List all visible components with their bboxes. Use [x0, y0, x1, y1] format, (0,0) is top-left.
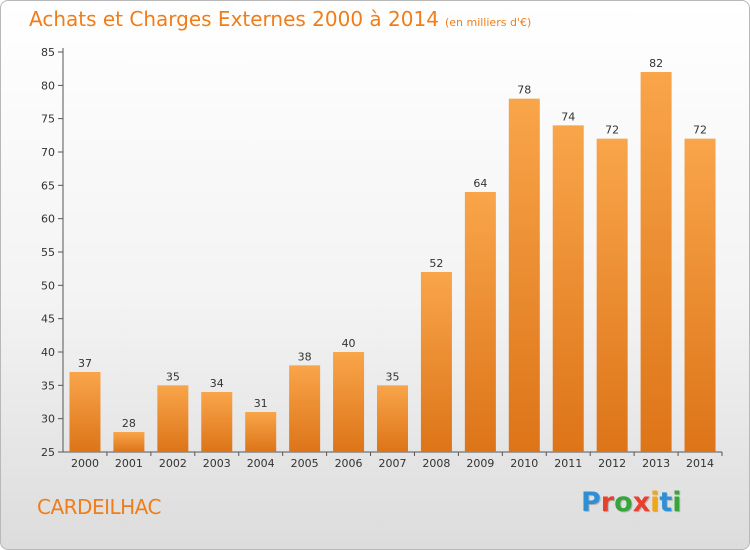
data-label-2009: 64	[473, 177, 487, 190]
x-tick-label-2013: 2013	[642, 457, 670, 470]
x-tick-label-2010: 2010	[510, 457, 538, 470]
x-tick-label-2007: 2007	[379, 457, 407, 470]
y-tick-label: 40	[41, 346, 55, 359]
data-label-2006: 40	[342, 337, 356, 350]
bar-2012	[596, 138, 628, 452]
x-tick-label-2005: 2005	[291, 457, 319, 470]
y-tick-label: 45	[41, 313, 55, 326]
x-tick-label-2014: 2014	[686, 457, 714, 470]
y-tick-label: 65	[41, 179, 55, 192]
bar-2003	[201, 392, 233, 452]
axes: 25 30 35 40 45 50 55 60 65 70 75 80 85	[41, 46, 723, 459]
bars-group	[69, 72, 716, 453]
y-tick-label: 75	[41, 113, 55, 126]
logo-letter: x	[632, 487, 651, 518]
y-tick-label: 80	[41, 79, 55, 92]
chart-title: Achats et Charges Externes 2000 à 2014 (e…	[29, 7, 531, 31]
data-label-2000: 37	[78, 357, 92, 370]
logo-letter: i	[672, 487, 682, 518]
data-label-2002: 35	[166, 370, 180, 383]
proxiti-logo: Proxiti	[581, 487, 682, 518]
y-tick-label: 35	[41, 379, 55, 392]
data-label-2005: 38	[298, 350, 312, 363]
y-tick-label: 55	[41, 246, 55, 259]
data-label-2004: 31	[254, 397, 268, 410]
data-label-2013: 82	[649, 57, 663, 70]
x-tick-label-2002: 2002	[159, 457, 187, 470]
y-tick-label: 30	[41, 413, 55, 426]
bar-2001	[113, 432, 145, 452]
data-label-2011: 74	[561, 110, 575, 123]
y-tick-label: 60	[41, 213, 55, 226]
y-tick-label: 50	[41, 279, 55, 292]
data-label-2010: 78	[517, 84, 531, 97]
x-tick-label-2004: 2004	[247, 457, 275, 470]
bar-2004	[245, 412, 277, 452]
x-tick-label-2003: 2003	[203, 457, 231, 470]
bar-2009	[464, 192, 496, 452]
bar-2005	[289, 365, 321, 452]
x-tick-label-2006: 2006	[335, 457, 363, 470]
bar-2002	[157, 385, 189, 452]
bar-2007	[377, 385, 408, 452]
bar-2011	[552, 125, 584, 452]
data-label-2014: 72	[693, 124, 707, 137]
bar-2010	[508, 98, 540, 453]
data-label-2012: 72	[605, 124, 619, 137]
x-tick-label-2001: 2001	[115, 457, 143, 470]
bar-2000	[69, 372, 101, 452]
logo-letter: t	[659, 487, 673, 518]
logo-letter: o	[614, 487, 633, 518]
bar-2014	[684, 138, 716, 452]
x-tick-label-2012: 2012	[598, 457, 626, 470]
bar-2013	[640, 72, 672, 452]
logo-letter: r	[600, 487, 615, 518]
y-tick-label: 70	[41, 146, 55, 159]
bar-2006	[333, 352, 365, 452]
y-tick-label: 85	[41, 46, 55, 59]
chart-title-text: Achats et Charges Externes 2000 à 2014	[29, 7, 439, 31]
labels-group: 37 2000 28 2001 35 2002 34 2003 31 2004 38 2005 40 20…	[71, 57, 714, 470]
logo-letter: P	[581, 487, 601, 518]
x-tick-label-2008: 2008	[422, 457, 450, 470]
city-name: CARDEILHAC	[37, 495, 161, 519]
x-tick-label-2000: 2000	[71, 457, 99, 470]
bar-2008	[420, 272, 452, 452]
y-tick-label: 25	[41, 446, 55, 459]
logo-letter: i	[650, 487, 660, 518]
data-label-2001: 28	[122, 417, 136, 430]
x-tick-label-2009: 2009	[466, 457, 494, 470]
data-label-2003: 34	[210, 377, 224, 390]
data-label-2007: 35	[386, 370, 400, 383]
x-tick-label-2011: 2011	[554, 457, 582, 470]
data-label-2008: 52	[429, 257, 443, 270]
chart-unit: (en milliers d'€)	[444, 16, 532, 29]
